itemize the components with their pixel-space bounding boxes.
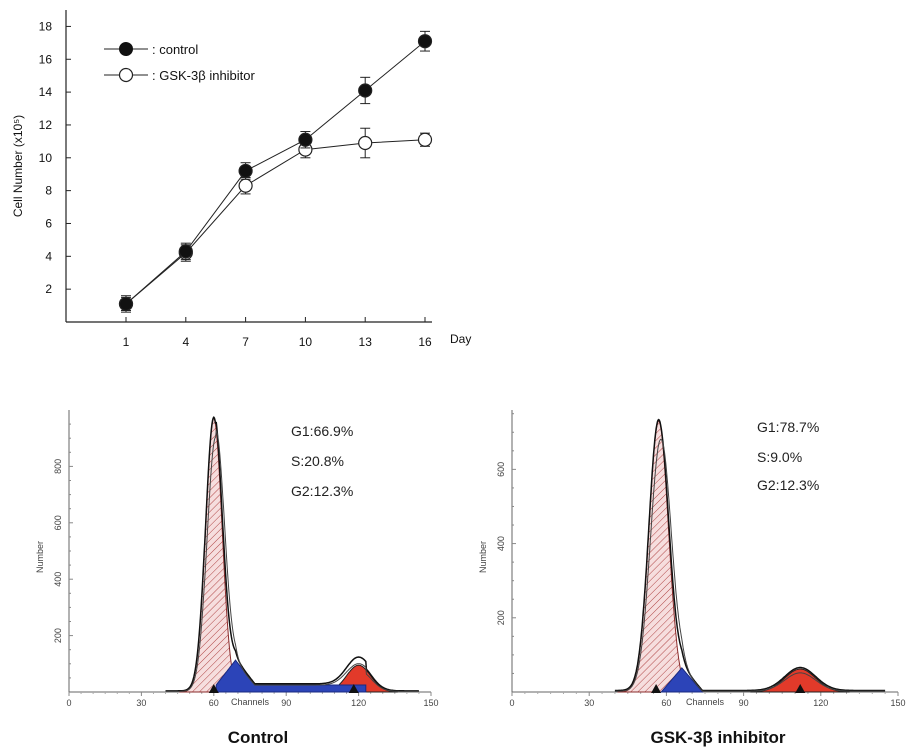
data-point-gsk3b <box>238 178 253 193</box>
histogram-annotation-g2: G2:12.3% <box>757 477 819 493</box>
x-axis-label: Channels <box>686 697 725 707</box>
x-tick-label: 13 <box>359 335 373 349</box>
x-tick-label: 4 <box>182 335 189 349</box>
x-tick-label: 0 <box>509 698 514 708</box>
x-axis-label: Day <box>450 332 471 346</box>
y-tick-label: 4 <box>45 249 52 263</box>
y-tick-label: 18 <box>39 19 53 33</box>
y-tick-label: 200 <box>53 628 63 643</box>
histogram-annotation-g1: G1:66.9% <box>291 423 353 439</box>
peak-marker <box>651 684 662 693</box>
data-point-control <box>417 34 433 49</box>
x-tick-label: 150 <box>423 698 438 708</box>
y-tick-label: 2 <box>45 282 52 296</box>
x-tick-label: 120 <box>351 698 366 708</box>
x-tick-label: 0 <box>66 698 71 708</box>
x-axis-label: Channels <box>231 697 270 707</box>
legend-label-control: : control <box>152 42 198 57</box>
g1-phase-area <box>179 417 249 693</box>
histogram-outline <box>614 418 886 692</box>
x-tick-label: 30 <box>136 698 146 708</box>
histogram-annotation-s: S:9.0% <box>757 449 802 465</box>
y-tick-label: 14 <box>39 85 53 99</box>
y-axis-label: Number <box>35 541 45 573</box>
peak-marker <box>208 684 219 693</box>
x-tick-label: 90 <box>739 698 749 708</box>
x-tick-label: 10 <box>299 335 313 349</box>
x-tick-label: 7 <box>242 335 249 349</box>
y-axis-label: Cell Number (x10⁵) <box>11 115 25 217</box>
g1-phase-area <box>617 420 700 693</box>
x-tick-label: 90 <box>281 698 291 708</box>
y-tick-label: 200 <box>496 610 506 625</box>
series-line-control <box>125 40 426 305</box>
legend-label-gsk: : GSK-3β inhibitor <box>152 68 256 83</box>
peak-marker <box>348 684 359 693</box>
data-point-control <box>238 163 253 179</box>
y-tick-label: 16 <box>39 52 53 66</box>
y-tick-label: 8 <box>45 184 52 198</box>
legend-marker-control <box>119 42 133 56</box>
y-tick-label: 400 <box>496 536 506 551</box>
y-tick-label: 400 <box>53 572 63 587</box>
data-point-gsk3b <box>358 135 373 151</box>
y-axis-label: Number <box>478 541 488 573</box>
x-tick-label: 1 <box>123 335 130 349</box>
x-tick-label: 60 <box>209 698 219 708</box>
data-point-gsk3b <box>417 132 433 147</box>
data-point-control <box>118 296 134 312</box>
histogram-fit-line <box>165 429 419 692</box>
x-tick-label: 16 <box>418 335 432 349</box>
x-tick-label: 60 <box>661 698 671 708</box>
histogram-fit-line <box>614 438 886 692</box>
legend-marker-gsk <box>118 67 134 83</box>
y-tick-label: 10 <box>39 151 53 165</box>
legend: : control : GSK-3β inhibitor <box>104 42 256 83</box>
histogram-title: GSK-3β inhibitor <box>650 728 785 747</box>
data-point-control <box>358 83 373 98</box>
histogram-annotation-g1: G1:78.7% <box>757 419 819 435</box>
y-tick-label: 6 <box>45 216 52 230</box>
x-tick-label: 120 <box>813 698 828 708</box>
y-tick-label: 600 <box>496 462 506 477</box>
data-point-control <box>298 132 313 147</box>
histogram-outline <box>165 416 419 692</box>
x-tick-label: 150 <box>890 698 905 708</box>
y-tick-label: 600 <box>53 515 63 530</box>
x-tick-label: 30 <box>584 698 594 708</box>
peak-marker <box>795 684 806 693</box>
data-point-control <box>178 244 193 259</box>
y-tick-label: 12 <box>39 118 53 132</box>
y-tick-label: 800 <box>53 459 63 474</box>
series-line-gsk3b <box>125 139 426 305</box>
gsk3b-cell-cycle-histogram: G1:78.7% S:9.0% G2:12.3% GSK-3β inhibito… <box>478 410 906 747</box>
control-cell-cycle-histogram: G1:66.9% S:20.8% G2:12.3% Control 200 400… <box>35 410 439 747</box>
histogram-annotation-s: S:20.8% <box>291 453 344 469</box>
histogram-annotation-g2: G2:12.3% <box>291 483 353 499</box>
histogram-title: Control <box>228 728 288 747</box>
